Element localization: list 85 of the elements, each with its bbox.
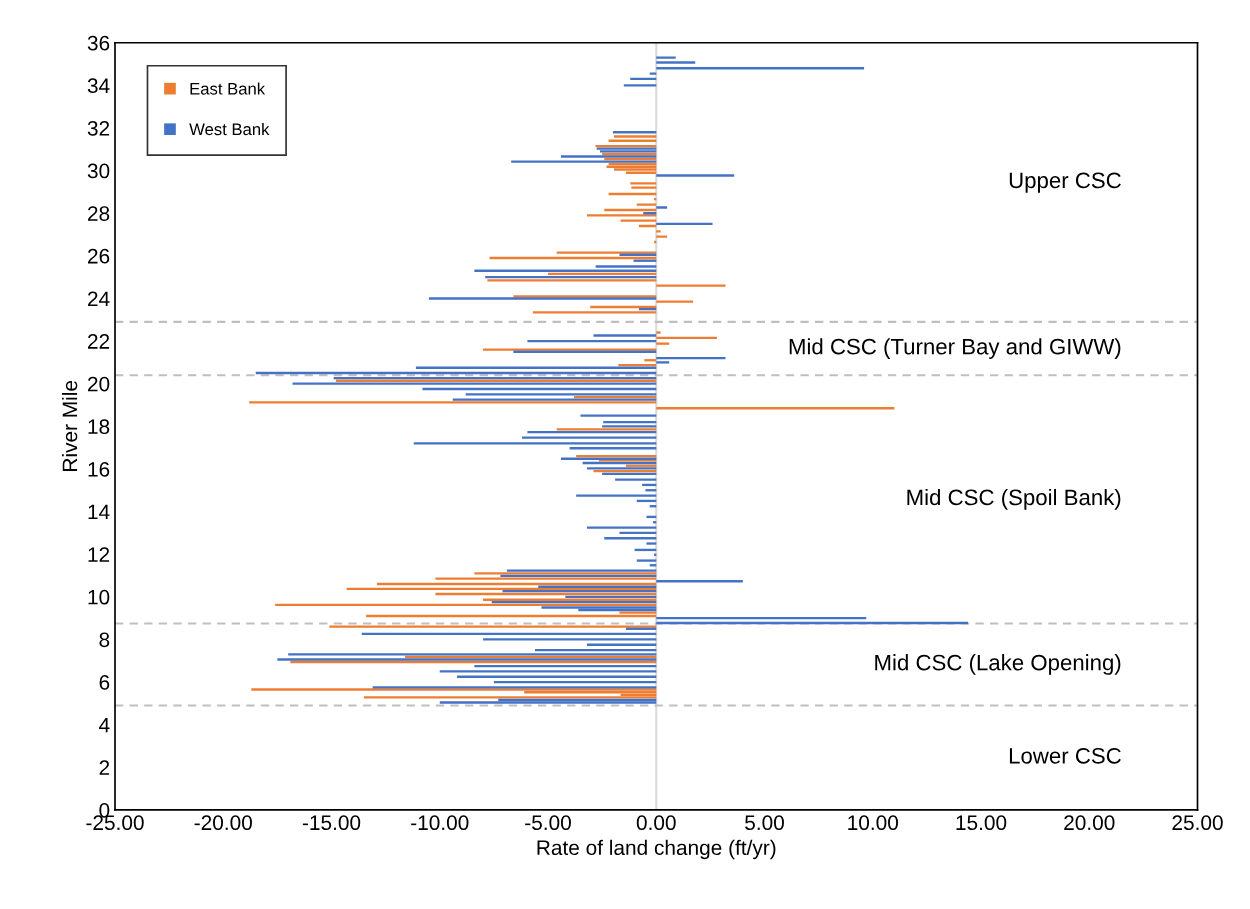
y-tick-label: 18 xyxy=(88,419,110,435)
bar xyxy=(586,526,657,529)
bar xyxy=(593,334,657,337)
bar xyxy=(656,206,668,209)
bar xyxy=(623,84,657,87)
x-tick-label: 20.00 xyxy=(1064,815,1115,831)
y-tick-label: 24 xyxy=(88,291,110,306)
bar xyxy=(576,494,657,497)
x-tick-label: 0.00 xyxy=(636,815,676,831)
y-axis-title: River Mile xyxy=(61,380,78,471)
bar xyxy=(251,688,657,691)
bar xyxy=(649,72,657,75)
bar xyxy=(656,235,668,238)
x-axis-title: Rate of land change (ft/yr) xyxy=(537,839,776,860)
x-tick-label: -15.00 xyxy=(302,815,361,831)
bar xyxy=(288,653,657,656)
y-tick-label: 14 xyxy=(88,504,110,520)
bar xyxy=(249,401,657,404)
x-tick-label: -5.00 xyxy=(525,815,571,831)
bar xyxy=(556,251,657,254)
bar xyxy=(522,436,657,439)
y-tick-label: 16 xyxy=(88,461,110,477)
y-tick-label: 22 xyxy=(88,334,110,349)
x-tick-label: 10.00 xyxy=(848,815,898,831)
bar xyxy=(580,414,657,417)
y-tick-label: 10 xyxy=(88,589,110,605)
bar xyxy=(483,348,657,351)
bar xyxy=(413,442,657,445)
annotation: Upper CSC xyxy=(1009,172,1121,193)
bar xyxy=(646,542,657,545)
annotation: Mid CSC (Turner Bay and GIWW) xyxy=(789,338,1121,359)
y-tick-label: 26 xyxy=(88,248,110,264)
y-tick-label: 12 xyxy=(88,547,110,562)
bar xyxy=(277,658,657,661)
bar xyxy=(372,686,657,689)
annotation: Mid CSC (Spoil Bank) xyxy=(907,488,1121,510)
bar xyxy=(656,61,696,64)
y-tick-label: 32 xyxy=(87,120,110,136)
y-tick-label: 20 xyxy=(88,376,110,392)
x-tick-label: -10.00 xyxy=(411,815,469,831)
bar xyxy=(656,331,661,334)
bar xyxy=(656,284,726,287)
bar xyxy=(511,160,657,163)
bar xyxy=(614,135,657,138)
y-tick-label: 30 xyxy=(87,163,110,179)
bar xyxy=(595,265,657,268)
x-tick-label: 5.00 xyxy=(745,815,784,831)
y-tick-label: 6 xyxy=(99,675,110,690)
y-tick-label: 4 xyxy=(99,717,110,733)
bar xyxy=(656,230,661,233)
bar xyxy=(483,638,657,641)
bar xyxy=(630,182,657,185)
y-tick-label: 36 xyxy=(87,35,110,51)
x-tick-label: 25.00 xyxy=(1172,815,1223,831)
bar xyxy=(439,701,657,704)
bar xyxy=(487,279,657,282)
bar xyxy=(560,155,657,158)
y-tick-label: 2 xyxy=(99,760,110,775)
bar xyxy=(363,696,657,699)
bar xyxy=(506,569,657,572)
legend-label: East Bank xyxy=(190,82,266,95)
bar xyxy=(474,572,657,575)
bar xyxy=(541,606,657,609)
bar xyxy=(656,300,694,303)
bar xyxy=(620,219,657,222)
y-tick-label: 34 xyxy=(87,78,110,94)
y-tick-label: 28 xyxy=(88,206,110,221)
x-tick-label: -20.00 xyxy=(194,815,252,831)
annotation: Mid CSC (Lake Opening) xyxy=(875,654,1121,675)
bar xyxy=(631,186,657,189)
bar xyxy=(656,56,676,59)
bar xyxy=(656,342,670,345)
x-tick-label: 15.00 xyxy=(956,815,1007,831)
bar xyxy=(439,670,657,673)
bar xyxy=(656,174,735,177)
annotation: Lower CSC xyxy=(1009,747,1121,764)
bar xyxy=(329,625,657,628)
bar xyxy=(656,361,670,364)
bar xyxy=(465,393,657,396)
bar xyxy=(615,478,657,481)
bar xyxy=(428,297,657,300)
legend-label: West Bank xyxy=(189,122,270,136)
bar xyxy=(636,559,657,562)
bar xyxy=(586,214,657,217)
y-tick-label: 8 xyxy=(99,632,110,648)
